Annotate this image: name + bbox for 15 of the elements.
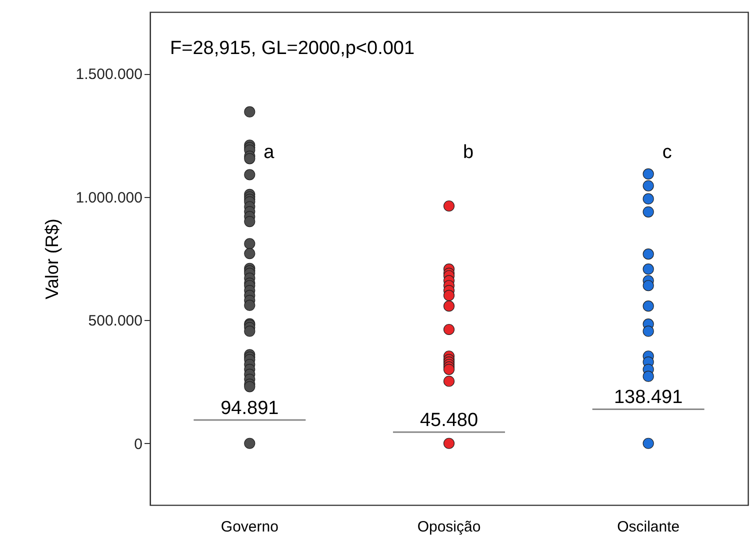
x-tick-label: Oscilante	[617, 518, 680, 536]
annotation: F=28,915, GL=2000,p<0.001	[170, 38, 415, 59]
annotation: a	[264, 142, 275, 163]
y-axis-title: Valor (R$)	[42, 218, 62, 300]
y-tick-label: 1.000.000	[76, 189, 142, 206]
y-tick-label: 0	[134, 436, 142, 453]
annotation: b	[463, 142, 474, 163]
ref-line-label: 45.480	[420, 410, 478, 432]
y-tick-label: 500.000	[88, 312, 142, 330]
x-tick-label: Oposição	[417, 518, 481, 536]
x-tick-label: Governo	[220, 518, 278, 536]
annotation: c	[662, 142, 672, 163]
ref-line-label: 138.491	[614, 387, 683, 408]
y-tick-label: 1.500.000	[76, 66, 142, 84]
ref-line-label: 94.891	[220, 398, 279, 419]
